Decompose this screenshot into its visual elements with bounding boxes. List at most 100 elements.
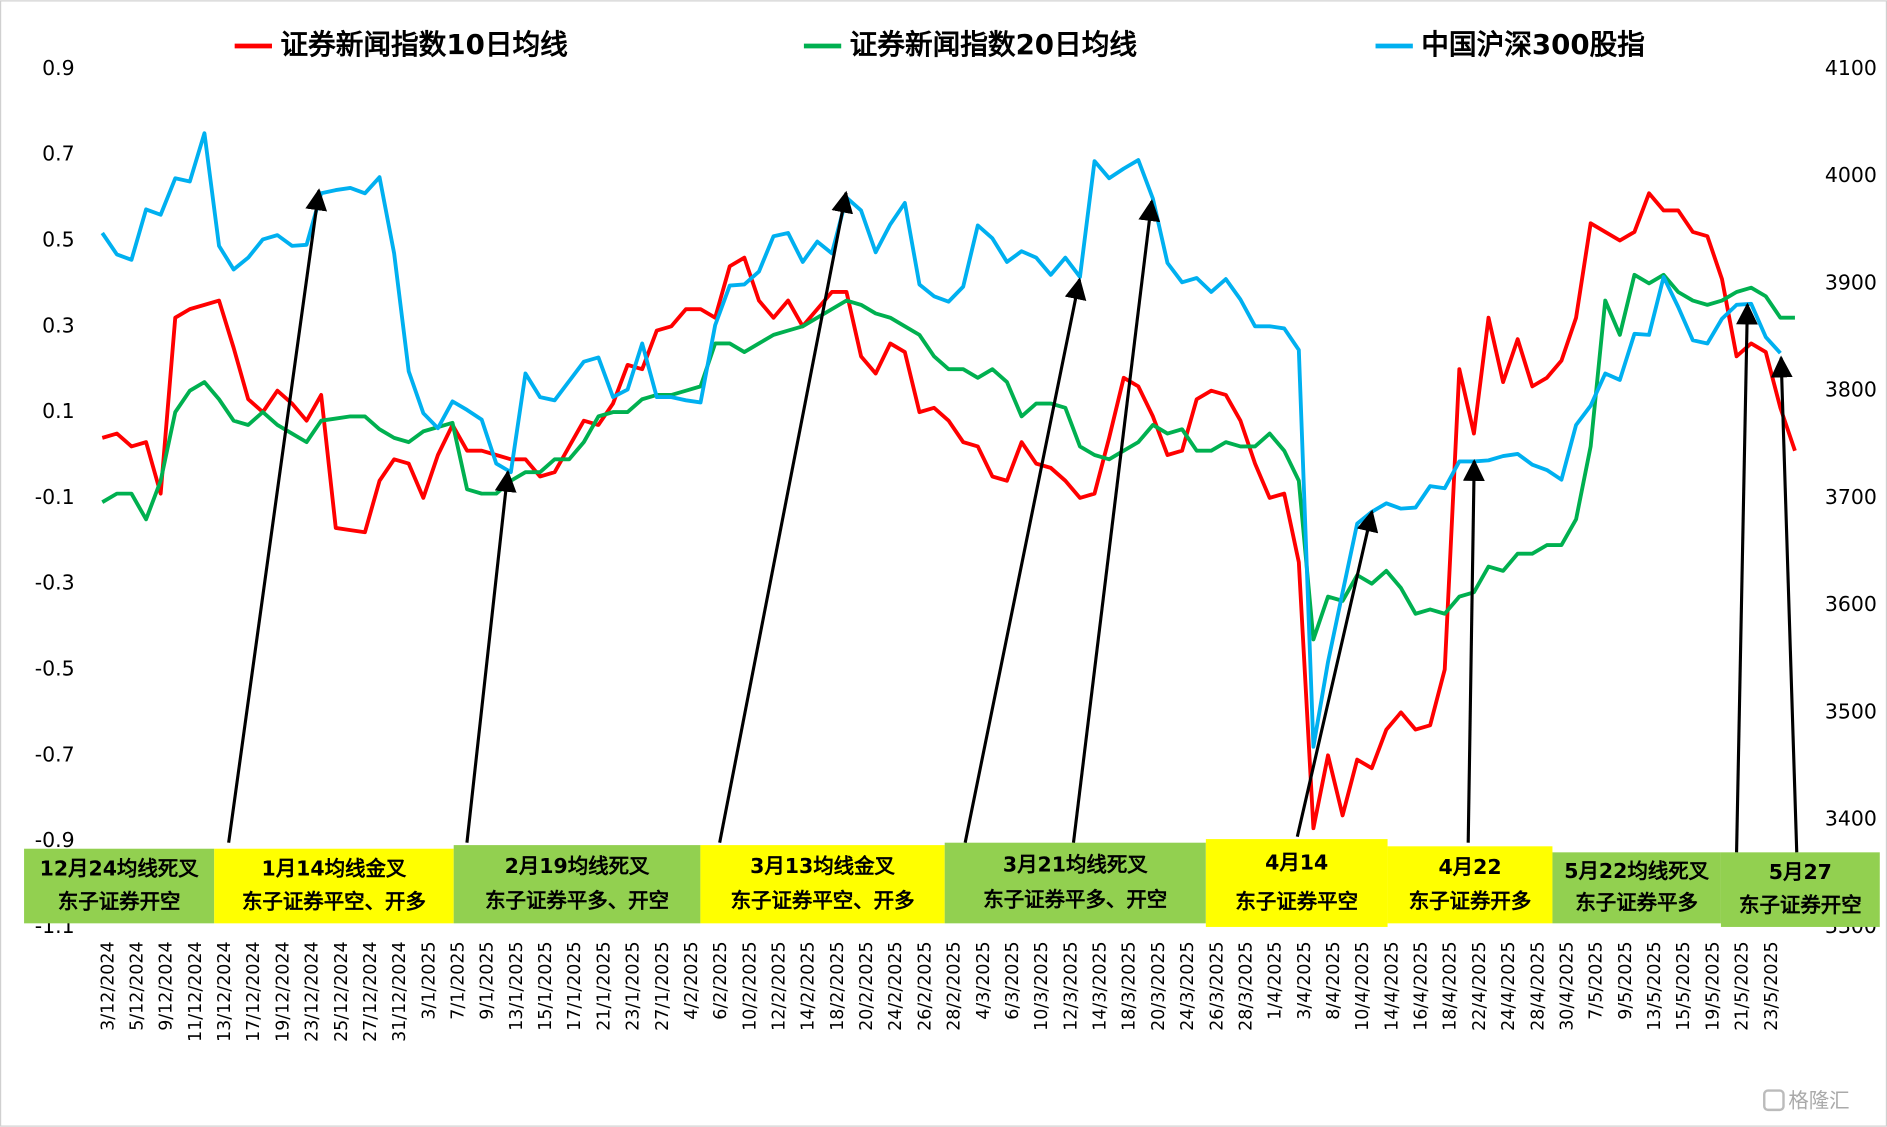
x-tick-label: 12/3/2025 [1061, 941, 1081, 1030]
y-tick-label: 0.3 [42, 313, 75, 337]
x-tick-label: 14/4/2025 [1382, 941, 1402, 1030]
arrow [1071, 199, 1161, 843]
y-tick-label: -0.1 [35, 485, 75, 509]
watermark-text: 格隆汇 [1788, 1088, 1849, 1112]
x-tick-label: 15/1/2025 [536, 941, 556, 1030]
annotation-box [1387, 846, 1553, 924]
annotation-text: 东子证券开多 [1409, 889, 1532, 913]
annotation-text: 东子证券开空 [1739, 893, 1862, 917]
x-tick-label: 3/1/2025 [419, 941, 439, 1019]
x-tick-label: 24/3/2025 [1178, 941, 1198, 1030]
annotation-text: 5月27 [1769, 860, 1832, 884]
x-tick-label: 6/2/2025 [711, 941, 731, 1019]
y2-tick-label: 3500 [1825, 699, 1877, 723]
x-tick-label: 23/1/2025 [624, 941, 644, 1030]
x-tick-label: 10/2/2025 [740, 941, 760, 1030]
x-tick-label: 21/5/2025 [1733, 941, 1753, 1030]
y-tick-label: -0.7 [35, 742, 75, 766]
arrow [1295, 509, 1379, 838]
annotation-box [1552, 852, 1721, 924]
x-tick-label: 7/1/2025 [449, 941, 469, 1019]
annotation-text: 东子证券平空、开多 [731, 888, 915, 912]
y-tick-label: 0.9 [42, 56, 75, 80]
y2-tick-label: 3600 [1825, 592, 1877, 616]
x-tick-label: 28/3/2025 [1236, 941, 1256, 1030]
x-tick-label: 24/4/2025 [1499, 941, 1519, 1030]
x-tick-label: 14/3/2025 [1091, 941, 1111, 1030]
annotation-text: 3月21均线死叉 [1003, 852, 1148, 876]
y2-tick-label: 3800 [1825, 378, 1877, 402]
x-tick-label: 6/3/2025 [1003, 941, 1023, 1019]
series-line [100, 131, 1782, 749]
legend-label: 证券新闻指数20日均线 [850, 28, 1138, 61]
x-tick-label: 3/12/2024 [98, 941, 118, 1030]
x-tick-label: 4/3/2025 [974, 941, 994, 1019]
x-tick-label: 30/4/2025 [1557, 941, 1577, 1030]
x-tick-label: 13/1/2025 [507, 941, 527, 1030]
y2-tick-label: 3700 [1825, 485, 1877, 509]
x-tick-label: 15/5/2025 [1674, 941, 1694, 1030]
x-tick-label: 11/12/2024 [186, 941, 206, 1042]
x-tick-label: 17/12/2024 [244, 941, 264, 1042]
x-tick-label: 22/4/2025 [1470, 941, 1490, 1030]
x-tick-label: 10/3/2025 [1032, 941, 1052, 1030]
annotation-text: 4月22 [1438, 855, 1501, 879]
x-tick-label: 28/2/2025 [945, 941, 965, 1030]
arrow [1770, 355, 1799, 853]
series-line [101, 272, 1795, 642]
x-tick-label: 24/2/2025 [886, 941, 906, 1030]
annotation-text: 东子证券平多、开空 [485, 888, 669, 912]
x-tick-label: 18/2/2025 [828, 941, 848, 1030]
annotation-text: 3月13均线金叉 [750, 854, 895, 878]
x-tick-label: 7/5/2025 [1587, 941, 1607, 1019]
y-tick-label: 0.5 [42, 227, 75, 251]
annotation-box [700, 845, 945, 924]
arrow [227, 188, 328, 843]
watermark-icon [1763, 1089, 1785, 1112]
annotation-text: 12月24均线死叉 [40, 857, 200, 881]
x-tick-label: 14/2/2025 [799, 941, 819, 1030]
y-tick-label: 0.1 [42, 399, 75, 423]
x-tick-label: 25/12/2024 [332, 941, 352, 1042]
annotation-text: 2月19均线死叉 [505, 854, 650, 878]
x-tick-label: 23/12/2024 [303, 941, 323, 1042]
annotation-text: 东子证券平空 [1235, 889, 1358, 913]
x-tick-label: 10/4/2025 [1353, 941, 1373, 1030]
x-tick-label: 9/12/2024 [157, 941, 177, 1030]
annotation-text: 东子证券开空 [58, 889, 181, 913]
annotation-box [1720, 852, 1880, 927]
x-tick-label: 18/3/2025 [1120, 941, 1140, 1030]
x-tick-label: 19/12/2024 [273, 941, 293, 1042]
annotation-text: 东子证券平空、开多 [242, 889, 426, 913]
y2-tick-label: 4100 [1825, 56, 1877, 80]
y-tick-label: -0.3 [35, 571, 75, 595]
arrow [718, 190, 854, 843]
x-tick-label: 28/4/2025 [1528, 941, 1548, 1030]
y-tick-label: -0.9 [35, 828, 75, 852]
x-tick-label: 26/2/2025 [915, 941, 935, 1030]
x-tick-label: 13/5/2025 [1645, 941, 1665, 1030]
arrow [963, 277, 1087, 844]
x-tick-label: 26/3/2025 [1207, 941, 1227, 1030]
x-tick-label: 19/5/2025 [1703, 941, 1723, 1030]
annotation-text: 1月14均线金叉 [262, 857, 407, 881]
annotation-box [1205, 839, 1388, 927]
annotation-text: 东子证券平多 [1575, 890, 1698, 914]
annotation-box [944, 842, 1206, 924]
x-tick-label: 16/4/2025 [1412, 941, 1432, 1030]
x-tick-label: 21/1/2025 [594, 941, 614, 1030]
x-tick-label: 20/2/2025 [857, 941, 877, 1030]
x-tick-label: 27/12/2024 [361, 941, 381, 1042]
x-tick-label: 8/4/2025 [1324, 941, 1344, 1019]
x-tick-label: 23/5/2025 [1762, 941, 1782, 1030]
x-tick-label: 17/1/2025 [565, 941, 585, 1030]
y2-tick-label: 3900 [1825, 270, 1877, 294]
x-tick-label: 18/4/2025 [1441, 941, 1461, 1030]
x-tick-label: 4/2/2025 [682, 941, 702, 1019]
x-tick-label: 13/12/2024 [215, 941, 235, 1042]
annotation-box [214, 848, 454, 924]
watermark: 格隆汇 [1763, 1088, 1850, 1112]
arrow [1735, 302, 1758, 853]
x-tick-label: 27/1/2025 [653, 941, 673, 1030]
